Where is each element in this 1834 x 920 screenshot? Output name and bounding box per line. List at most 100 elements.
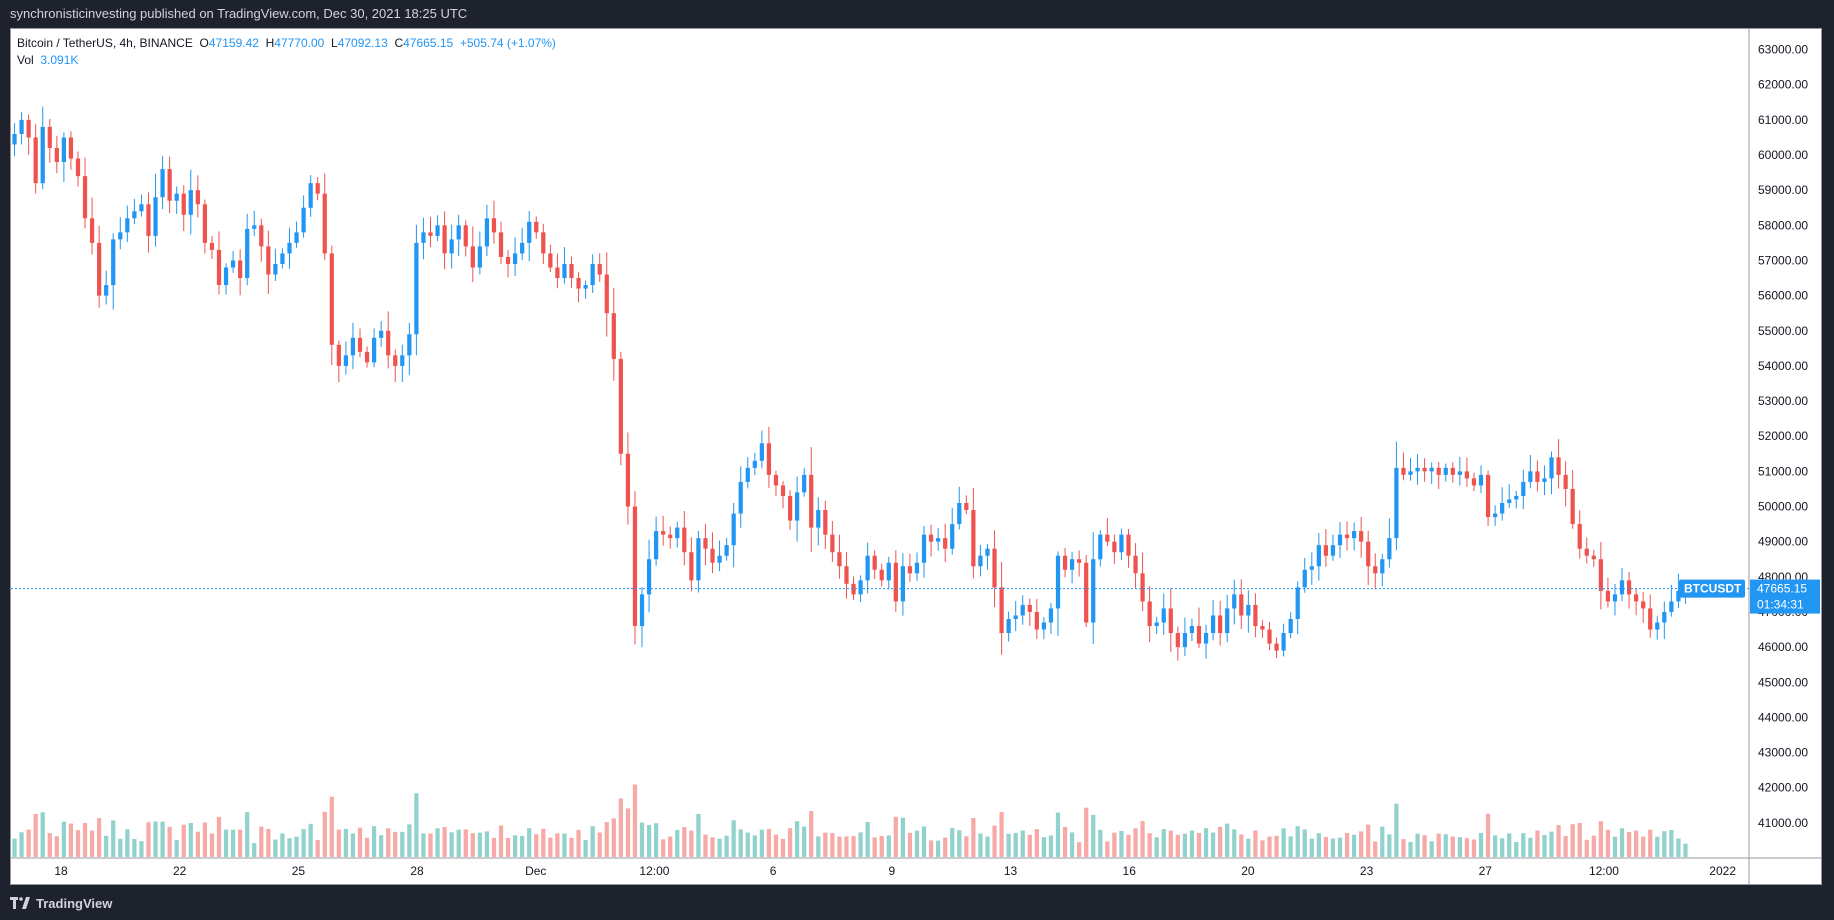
candle-body: [139, 204, 144, 212]
candle-body: [1041, 622, 1047, 630]
candle-body: [1669, 601, 1674, 612]
volume-bar: [1577, 822, 1582, 857]
volume-bar: [421, 833, 426, 857]
candle-body: [371, 337, 377, 363]
volume-bar: [442, 826, 447, 857]
candle-body: [632, 506, 638, 627]
volume-bar: [223, 829, 229, 857]
candle-body: [287, 242, 292, 254]
candle-body: [33, 137, 38, 184]
volume-label: Vol: [17, 53, 34, 67]
candle-body: [879, 569, 884, 581]
candle-body: [597, 263, 602, 275]
candle-body: [1295, 587, 1300, 619]
volume-bar: [139, 841, 144, 857]
volume-bar: [1408, 841, 1413, 857]
price-tick-label: 58000.00: [1758, 218, 1808, 232]
candle-body: [1450, 467, 1455, 475]
candle-body: [957, 502, 962, 525]
volume-bar: [111, 820, 116, 857]
candle-body: [386, 330, 391, 356]
candle-body: [1225, 608, 1230, 634]
candle-body: [104, 285, 109, 296]
volume-bar: [174, 840, 179, 857]
volume-bar: [456, 829, 461, 857]
price-axis[interactable]: 41000.00 42000.00 43000.00 44000.00 45000.00…: [1758, 43, 1808, 830]
candle-body: [1168, 608, 1173, 634]
volume-bar: [1168, 830, 1173, 857]
time-tick-label: 16: [1123, 864, 1137, 878]
candle-body: [1591, 555, 1596, 560]
candle-body: [900, 566, 905, 602]
candle-body: [1471, 478, 1477, 486]
volume-bar: [1351, 834, 1357, 857]
volume-bar: [1069, 832, 1075, 857]
volume-bar: [865, 822, 870, 857]
volume-bar: [1492, 835, 1498, 857]
volume-bar: [336, 829, 341, 857]
candle-body: [1069, 559, 1075, 570]
candle-body: [1323, 545, 1329, 556]
candle-body: [710, 548, 715, 563]
candle-body: [1373, 566, 1378, 574]
candle-body: [985, 548, 990, 556]
candle-body: [223, 267, 229, 286]
candle-body: [1154, 622, 1159, 627]
volume-bar: [400, 831, 405, 857]
volume-bar: [350, 833, 356, 857]
volume-bar: [1077, 842, 1082, 857]
time-tick-label: 2022: [1709, 864, 1736, 878]
volume-bar: [1189, 830, 1195, 857]
candle-body: [696, 538, 701, 581]
volume-bar: [19, 832, 24, 857]
volume-bar: [1619, 828, 1625, 857]
volume-bar: [886, 835, 891, 857]
candle-body: [1478, 474, 1484, 486]
candle-body: [1662, 611, 1667, 623]
candle-body: [498, 232, 504, 257]
volume-bar: [696, 813, 701, 857]
candle-body: [407, 334, 412, 356]
volume-bar: [75, 830, 81, 857]
volume-bar: [661, 839, 666, 857]
candle-body: [252, 225, 257, 229]
volume-bar: [40, 812, 45, 857]
candle-body: [816, 510, 821, 528]
plot-layer: [12, 106, 1688, 857]
volume-bar: [675, 830, 680, 857]
candle-body: [1189, 626, 1195, 634]
volume-bar: [1175, 834, 1180, 857]
candle-body: [625, 453, 631, 507]
volume-bar: [1098, 829, 1103, 857]
candle-body: [1281, 633, 1286, 651]
volume-bar: [89, 830, 95, 857]
price-tag-symbol-bg: [1679, 579, 1745, 598]
candle-body: [1605, 590, 1611, 602]
price-tick-label: 45000.00: [1758, 675, 1808, 689]
candlestick-chart[interactable]: 41000.00 42000.00 43000.00 44000.00 45000.00…: [11, 29, 1821, 884]
candle-body: [336, 344, 341, 366]
volume-bar: [1105, 841, 1110, 857]
volume-bar: [1196, 832, 1202, 857]
candle-body: [280, 253, 285, 264]
candle-body: [47, 126, 52, 148]
volume-bar: [1605, 829, 1611, 857]
volume-value: 3.091K: [40, 53, 79, 67]
volume-bar: [68, 823, 74, 857]
volume-bar: [259, 826, 264, 857]
candle-body: [1366, 541, 1371, 567]
volume-bar: [1655, 836, 1660, 857]
volume-bar: [569, 837, 574, 857]
candle-body: [1556, 457, 1561, 475]
volume-bar: [414, 793, 419, 857]
candle-body: [1648, 608, 1653, 630]
candle-body: [1288, 618, 1293, 634]
candle-body: [12, 133, 17, 145]
time-axis[interactable]: 18 22 25 28 Dec 12:00 6 9 13 16 20 23 27 12:00 2022: [54, 864, 1736, 878]
candle-body: [68, 137, 74, 159]
chart-area[interactable]: 41000.00 42000.00 43000.00 44000.00 45000.00…: [10, 28, 1822, 885]
volume-bar: [1443, 834, 1448, 857]
volume-bar: [1288, 836, 1293, 857]
volume-bar: [449, 832, 454, 857]
candle-body: [921, 534, 927, 563]
